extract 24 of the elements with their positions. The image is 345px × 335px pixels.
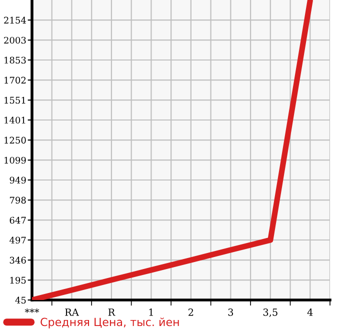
x-tick-label: 2	[188, 308, 194, 316]
y-tick-label: 1099	[4, 156, 26, 164]
y-tick-label: 497	[9, 236, 26, 244]
y-tick-label: 1250	[4, 136, 26, 144]
x-tick-label: 4	[307, 308, 313, 316]
x-tick-label: R	[108, 308, 116, 316]
x-tick-label: RA	[65, 308, 79, 316]
x-tick-label: 3,5	[263, 308, 278, 318]
y-tick-label: 195	[10, 276, 26, 284]
x-tick-label: 1	[149, 308, 153, 316]
x-tick-label: ***	[24, 308, 40, 313]
y-tick-label: 346	[10, 256, 26, 264]
y-tick-label: 1853	[4, 56, 26, 64]
y-tick-label: 798	[10, 196, 26, 204]
y-tick-label: 647	[10, 216, 26, 224]
y-tick-label: 1702	[4, 76, 26, 84]
y-tick-label: 2003	[4, 36, 26, 44]
x-tick-label: 3	[228, 308, 234, 316]
legend-label: Средняя Цена, тыс. йен	[40, 318, 179, 328]
y-tick-label: 2154	[4, 16, 26, 24]
y-tick-label: 1401	[4, 116, 26, 124]
y-tick-label: 949	[10, 176, 26, 184]
y-tick-label: 45	[15, 296, 26, 304]
y-tick-label: 1551	[4, 96, 26, 104]
